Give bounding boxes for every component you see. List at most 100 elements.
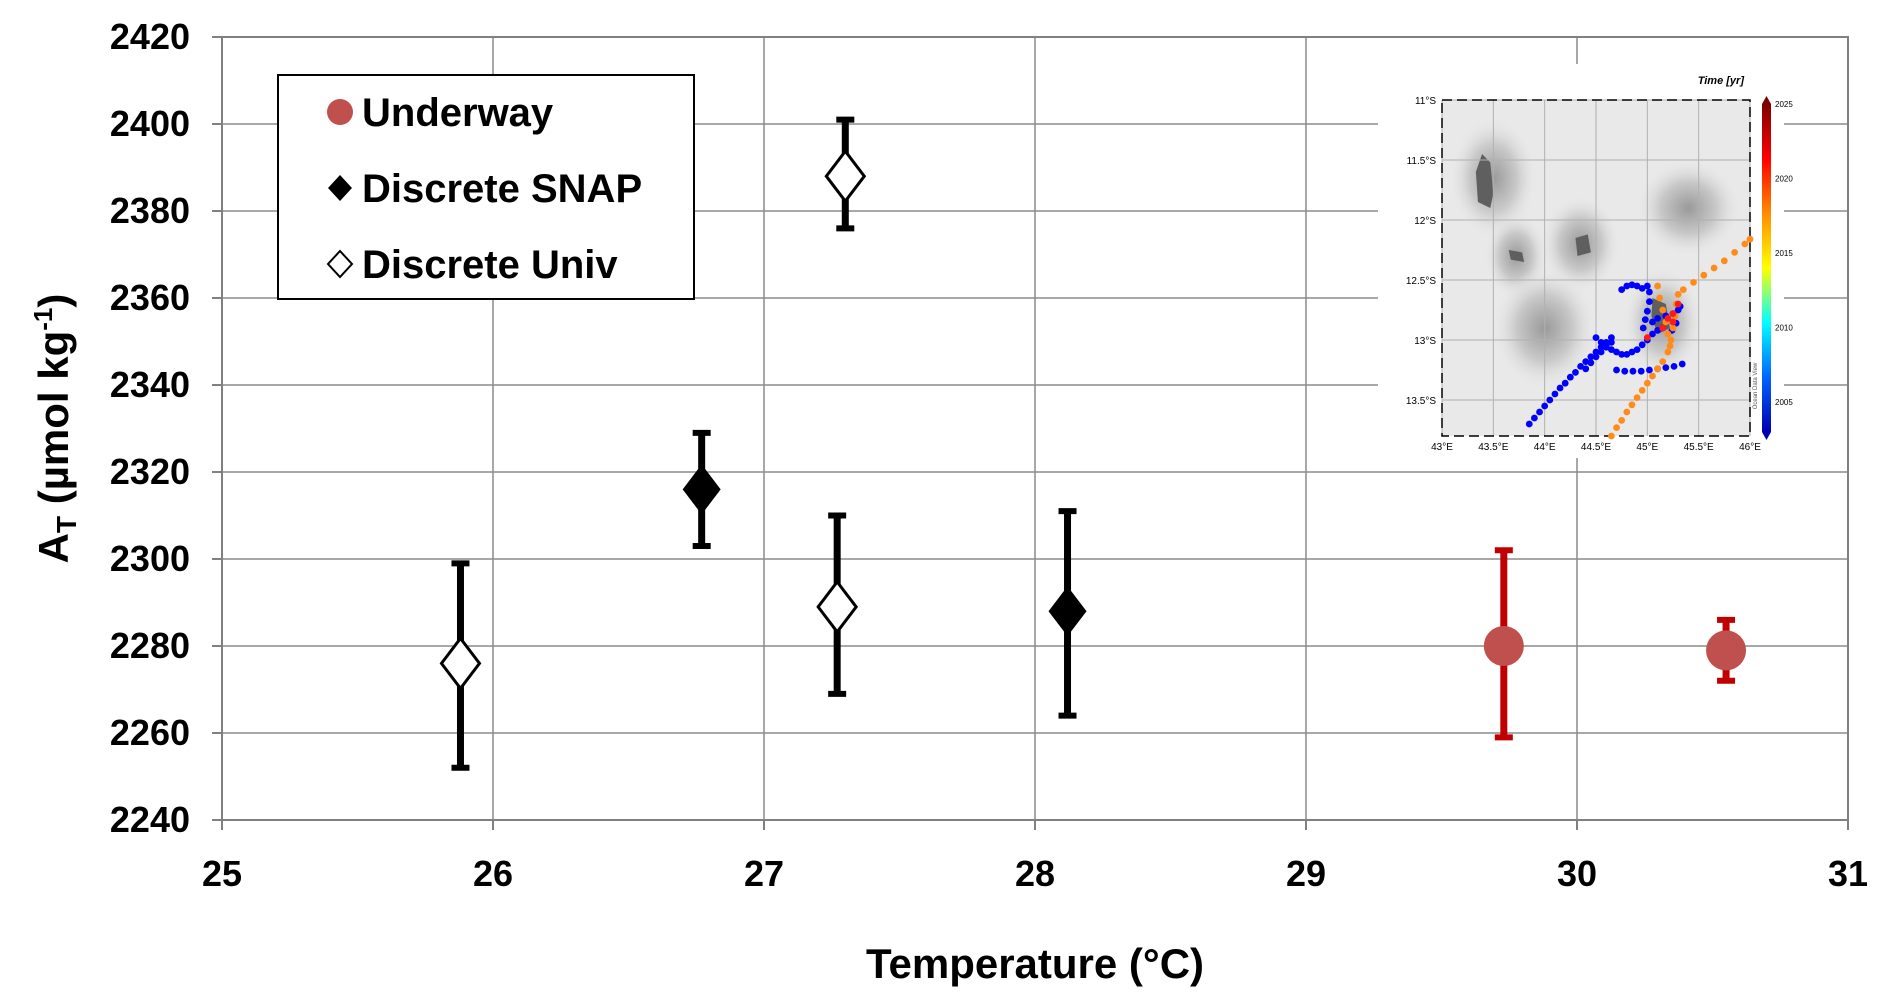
track-point	[1525, 420, 1533, 428]
y-tick-label: 2240	[110, 799, 190, 840]
data-point	[682, 464, 721, 515]
colorbar-tick-label: 2005	[1775, 398, 1793, 407]
y-axis-title-unit: (µmol kg	[30, 331, 77, 516]
x-tick-label: 28	[1015, 853, 1055, 894]
track-point	[1618, 286, 1626, 293]
track-point	[1561, 379, 1569, 387]
track-point	[1662, 364, 1670, 371]
track-point	[1621, 367, 1629, 375]
inset-map-frame	[1441, 99, 1751, 437]
track-point	[1597, 339, 1605, 346]
track-point	[1587, 359, 1595, 367]
track-point	[1628, 348, 1636, 356]
colorbar-gradient	[1762, 104, 1771, 432]
track-point	[1613, 348, 1620, 356]
track-point	[1700, 271, 1708, 279]
track-point	[1667, 336, 1675, 344]
y-tick-label: 2300	[110, 538, 190, 579]
track-point	[1582, 365, 1590, 373]
track-point	[1592, 348, 1600, 356]
track-point	[1670, 363, 1678, 370]
track-point	[1613, 366, 1620, 374]
track-point	[1659, 358, 1667, 365]
track-point	[1556, 384, 1564, 392]
inset-y-tick-label: 12°S	[1414, 216, 1436, 227]
inset-y-tick-label: 11.5°S	[1407, 156, 1437, 167]
inset-x-tick-label: 44°E	[1534, 442, 1556, 453]
track-point	[1633, 346, 1641, 353]
x-tick-label: 31	[1828, 853, 1868, 894]
track-point	[1731, 249, 1738, 256]
track-point	[1582, 358, 1590, 365]
colorbar-title: Time [yr]	[1698, 75, 1745, 87]
track-point	[1654, 315, 1661, 322]
y-tick-label: 2260	[110, 712, 190, 753]
inset-y-tick-label: 13°S	[1414, 336, 1436, 347]
inset-x-tick-label: 46°E	[1739, 442, 1761, 453]
inset-track-2004	[1525, 281, 1686, 428]
y-tick-label: 2420	[110, 16, 190, 57]
track-point	[1623, 351, 1631, 358]
track-point	[1643, 334, 1651, 341]
y-axis-title-main: A	[30, 533, 77, 563]
inset-y-tick-label: 13.5°S	[1406, 396, 1436, 407]
data-point	[816, 579, 859, 635]
series-0	[1483, 547, 1747, 741]
track-point	[1628, 401, 1636, 409]
inset-x-tick-label: 45°E	[1636, 442, 1658, 453]
legend-label: Discrete SNAP	[362, 167, 642, 211]
legend-label: Discrete Univ	[362, 243, 618, 287]
island-shape	[1508, 250, 1525, 262]
inset-x-tick-label: 43.5°E	[1478, 442, 1508, 453]
track-point	[1592, 353, 1600, 361]
track-point	[1643, 307, 1651, 315]
legend-item: Discrete SNAP	[328, 167, 642, 211]
data-point	[1048, 586, 1087, 637]
inset-map-tick-labels: 43°E 43.5°E 44°E 44.5°E 45°E 45.5°E 46°E 11°S 11…	[1406, 96, 1761, 453]
x-tick-label: 30	[1557, 853, 1597, 894]
legend-label: Underway	[362, 91, 554, 135]
track-point	[1643, 282, 1651, 290]
island-shape	[1475, 154, 1494, 208]
inset-track-2022	[1643, 300, 1682, 341]
y-tick-label: 2380	[110, 190, 190, 231]
track-point	[1638, 285, 1646, 292]
colorbar-top-cap	[1762, 96, 1771, 104]
legend: Underway Discrete SNAP Discrete Univ	[277, 74, 695, 300]
track-point	[1654, 327, 1661, 334]
track-point	[1633, 282, 1641, 290]
inset-map-track-points	[1525, 235, 1754, 440]
track-point	[1674, 291, 1682, 298]
bathymetry-shade	[1637, 160, 1740, 256]
track-point	[1618, 417, 1626, 424]
colorbar-tick-label: 2015	[1775, 249, 1793, 258]
track-point	[1654, 365, 1661, 373]
legend-marker	[326, 249, 354, 279]
track-point	[1531, 414, 1538, 422]
track-point	[1639, 324, 1647, 332]
x-tick-label: 25	[202, 853, 242, 894]
track-point	[1674, 300, 1682, 308]
y-axis-title-unit-close: )	[30, 294, 77, 308]
legend-item: Underway	[327, 91, 554, 135]
track-point	[1679, 286, 1687, 293]
track-point	[1720, 257, 1728, 265]
data-point	[1706, 630, 1747, 671]
track-point	[1641, 316, 1649, 323]
track-point	[1536, 408, 1543, 416]
inset-y-tick-label: 11°S	[1415, 96, 1436, 107]
track-point	[1623, 282, 1631, 290]
track-point	[1637, 367, 1645, 375]
inset-colorbar: Time [yr] 2025 2020 2015 2010 2005 Ocean Data …	[1698, 75, 1793, 440]
data-point	[1483, 626, 1524, 666]
y-tick-label: 2360	[110, 277, 190, 318]
track-point	[1602, 342, 1610, 350]
track-point	[1654, 282, 1661, 290]
y-axis-title-sub: T	[51, 516, 82, 533]
track-point	[1669, 310, 1677, 317]
track-point	[1629, 367, 1637, 375]
track-point	[1678, 360, 1686, 368]
track-point	[1618, 351, 1626, 358]
track-point	[1746, 235, 1754, 243]
